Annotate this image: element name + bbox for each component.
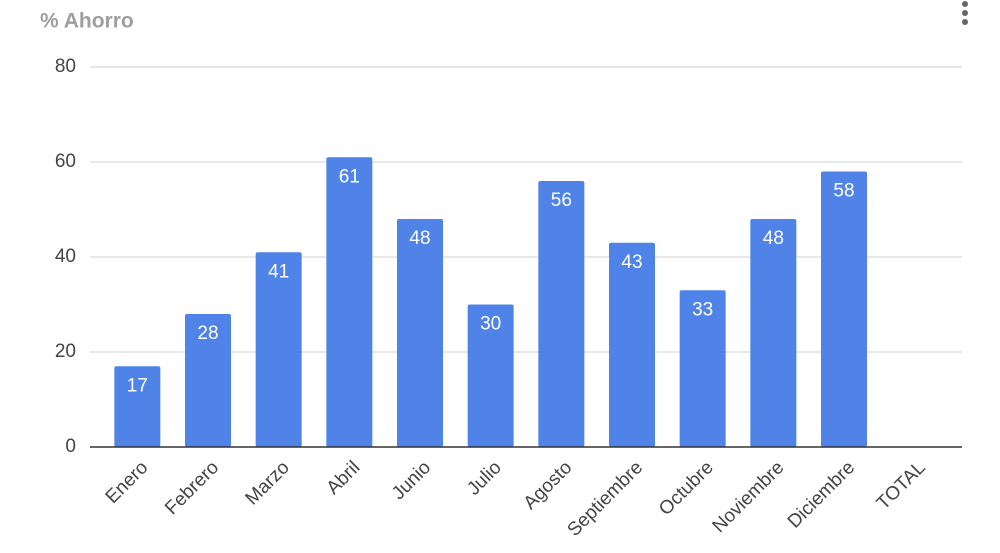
bar bbox=[255, 252, 302, 447]
x-tick-label: Noviembre bbox=[709, 457, 789, 537]
value-label: 61 bbox=[339, 166, 360, 187]
chart-title: % Ahorro bbox=[40, 10, 134, 33]
bar bbox=[185, 314, 231, 447]
value-label: 48 bbox=[763, 228, 784, 249]
x-tick-label: Febrero bbox=[161, 457, 223, 519]
value-label: 17 bbox=[127, 375, 148, 396]
value-label: 28 bbox=[197, 323, 218, 344]
bar bbox=[397, 219, 443, 447]
menu-dot bbox=[962, 19, 968, 25]
y-tick-label: 0 bbox=[65, 436, 76, 457]
value-label: 48 bbox=[409, 228, 430, 249]
y-tick-label: 20 bbox=[55, 341, 76, 362]
x-tick-label: Diciembre bbox=[784, 457, 859, 532]
x-tick-label: TOTAL bbox=[873, 457, 930, 514]
bar bbox=[467, 304, 514, 447]
value-label: 33 bbox=[692, 299, 713, 320]
x-tick-label: Junio bbox=[388, 457, 435, 504]
bar bbox=[538, 181, 585, 447]
bar bbox=[326, 157, 373, 447]
bar bbox=[821, 171, 867, 447]
x-tick-label: Julio bbox=[463, 457, 505, 499]
x-tick-label: Octubre bbox=[655, 457, 718, 520]
value-label: 56 bbox=[551, 190, 572, 211]
y-tick-label: 40 bbox=[55, 246, 76, 267]
value-label: 58 bbox=[833, 181, 854, 202]
x-tick-label: Marzo bbox=[242, 457, 294, 509]
value-label: 43 bbox=[621, 252, 642, 273]
x-tick-label: Enero bbox=[102, 457, 153, 508]
bar bbox=[750, 219, 797, 447]
value-label: 41 bbox=[268, 261, 289, 282]
x-tick-label: Abril bbox=[323, 457, 365, 499]
bar bbox=[114, 366, 161, 447]
x-tick-label: Agosto bbox=[520, 457, 577, 514]
y-tick-label: 80 bbox=[55, 56, 76, 77]
menu-button[interactable] bbox=[962, 1, 968, 25]
value-label: 30 bbox=[480, 314, 501, 335]
menu-dot bbox=[962, 1, 968, 7]
bar bbox=[609, 242, 655, 447]
menu-dot bbox=[962, 10, 968, 16]
bar bbox=[679, 290, 726, 447]
x-tick-label: Septiembre bbox=[564, 457, 648, 541]
y-tick-label: 60 bbox=[55, 151, 76, 172]
